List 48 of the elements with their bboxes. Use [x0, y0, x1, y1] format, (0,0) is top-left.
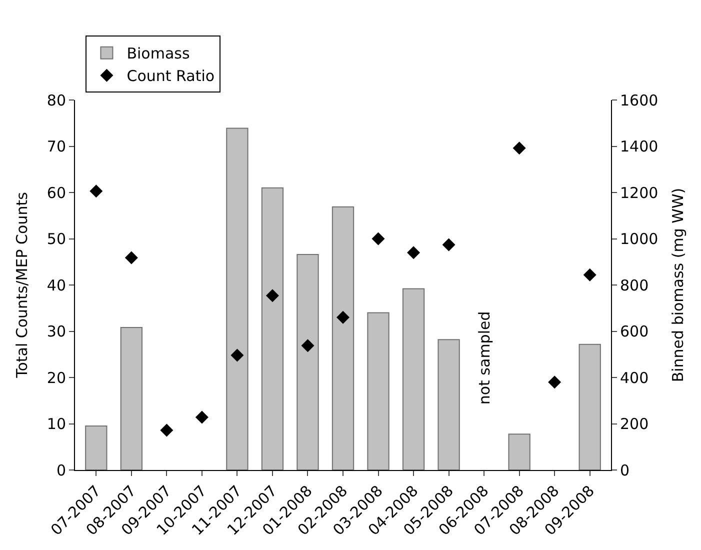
point: [301, 339, 314, 352]
y2-tick-label: 1400: [620, 138, 658, 156]
y2-tick-label: 1200: [620, 184, 658, 202]
y2-tick-label: 800: [620, 276, 649, 294]
y-tick-label: 60: [46, 184, 66, 202]
legend-label: Biomass: [126, 44, 190, 63]
point: [548, 376, 562, 389]
point: [160, 424, 174, 437]
y2-tick-label: 1000: [620, 230, 658, 248]
point: [195, 410, 208, 424]
legend-label: Count Ratio: [126, 67, 215, 86]
point: [230, 348, 244, 362]
bar: [578, 344, 601, 470]
y-tick-label: 0: [56, 461, 66, 480]
bar: [367, 312, 390, 470]
y-tick-label: 40: [46, 276, 66, 294]
point: [336, 310, 350, 324]
y2-tick-label: 1600: [620, 91, 658, 110]
bar: [402, 288, 425, 470]
bar: [85, 426, 108, 470]
point: [583, 268, 596, 282]
y-tick-label: 50: [46, 230, 66, 248]
point: [442, 238, 456, 252]
point: [266, 289, 279, 302]
y2-tick-label: 600: [620, 322, 649, 340]
point: [124, 251, 138, 264]
annotation: not sampled: [475, 311, 494, 405]
y2-axis-title: Binned biomass (mg WW): [669, 188, 688, 382]
y2-tick-label: 200: [620, 415, 649, 433]
bar: [261, 187, 284, 470]
y-axis-title: Total Counts/MEP Counts: [13, 192, 32, 379]
y2-tick-label: 400: [620, 368, 649, 387]
bar: [332, 206, 354, 470]
bar: [226, 128, 248, 470]
point: [512, 142, 526, 155]
y-tick-label: 10: [46, 415, 66, 433]
bar: [438, 339, 460, 470]
y-tick-label: 20: [46, 368, 66, 387]
y-tick-label: 30: [46, 322, 66, 340]
y-tick-label: 70: [46, 138, 66, 156]
bar: [296, 254, 319, 470]
y2-tick-label: 0: [620, 461, 630, 480]
bar: [508, 434, 530, 470]
point: [90, 184, 103, 198]
bar: [120, 327, 142, 470]
point: [372, 232, 385, 246]
y-tick-label: 80: [46, 91, 66, 110]
point: [407, 246, 420, 260]
